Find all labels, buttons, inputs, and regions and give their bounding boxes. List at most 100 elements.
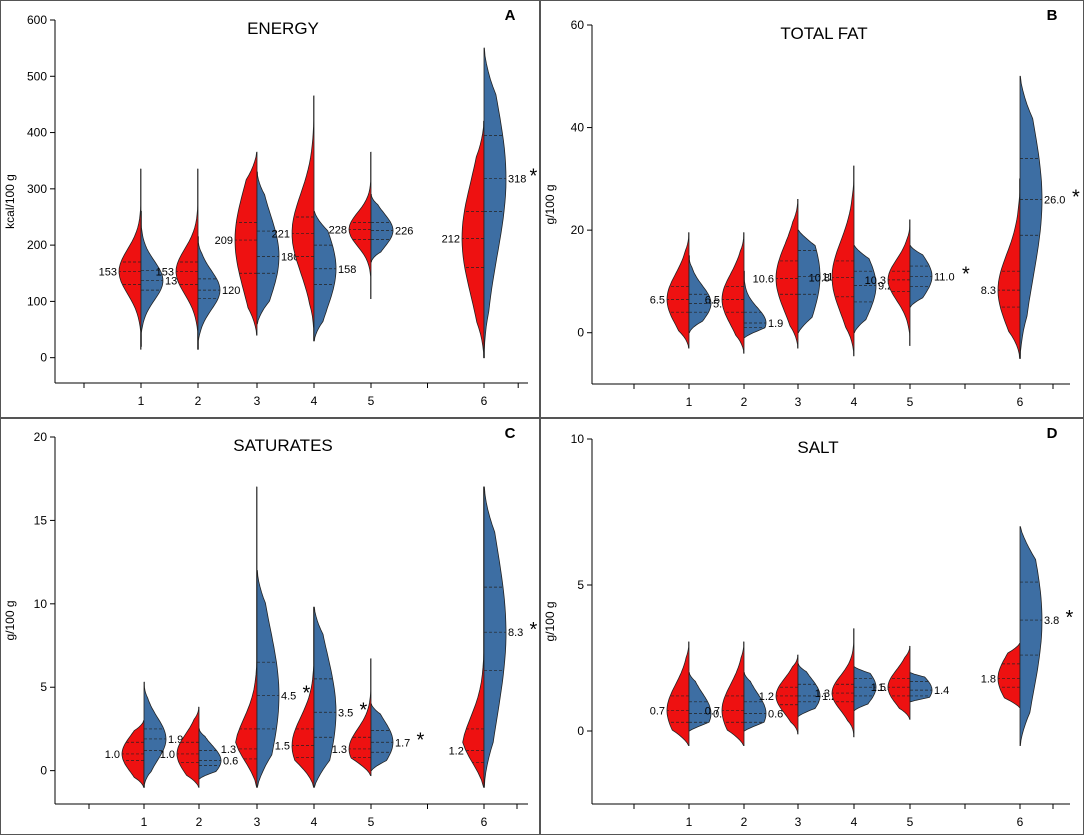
- median-label-blue: 0.6: [768, 708, 783, 720]
- violin-group-5: 228 226: [329, 151, 413, 300]
- median-label-red: 8.3: [981, 285, 996, 297]
- violin-half-blue: [197, 236, 221, 350]
- violin-half-red: [775, 198, 799, 349]
- y-tick-label: 300: [27, 182, 47, 196]
- median-label-red: 1.5: [871, 682, 886, 694]
- significance-star: *: [530, 619, 538, 641]
- y-tick-label: 10: [34, 597, 48, 611]
- median-label-red: 153: [99, 267, 117, 279]
- panel-letter: A: [505, 7, 516, 24]
- y-tick-label: 600: [27, 13, 47, 27]
- median-label-blue: 8.3: [508, 627, 523, 639]
- chart-title: ENERGY: [247, 19, 319, 38]
- median-label-blue: 1.9: [768, 318, 783, 330]
- violin-half-red: [666, 641, 690, 746]
- violin-group-2: 6.5 1.9: [705, 232, 783, 354]
- x-tick-label: 5: [907, 395, 914, 409]
- violin-half-blue: [483, 486, 507, 788]
- median-label-red: 10.6: [753, 273, 774, 285]
- chart-title: SALT: [797, 438, 838, 457]
- violin-half-red: [348, 151, 372, 300]
- median-label-blue: 120: [222, 285, 240, 297]
- median-label-red: 209: [215, 235, 233, 247]
- median-label-red: 1.2: [759, 691, 774, 703]
- violin-half-blue: [853, 245, 877, 334]
- violin-group-4: 1.5 3.5 *: [275, 606, 368, 788]
- panel-letter: C: [505, 425, 516, 442]
- significance-star: *: [1066, 607, 1074, 629]
- x-tick-label: 2: [741, 395, 748, 409]
- x-tick-label: 1: [686, 815, 693, 829]
- violin-group-5: 10.3 11.0 *: [865, 219, 970, 346]
- panel-letter: D: [1047, 425, 1058, 442]
- x-tick-label: 6: [1017, 815, 1024, 829]
- median-label-red: 1.0: [105, 749, 120, 761]
- violin-group-3: 1.3 4.5 *: [221, 486, 311, 788]
- violin-half-red: [997, 178, 1021, 359]
- violin-half-red: [887, 645, 911, 720]
- chart-A: 0 100 200 300 400 500 600 1 2 3 4 5 6 kcal/100 g ENERG…: [3, 7, 538, 408]
- median-label-red: 221: [272, 228, 290, 240]
- y-axis-label: g/100 g: [543, 184, 557, 224]
- y-axis-label: g/100 g: [543, 601, 557, 641]
- median-label-red: 1.3: [221, 744, 236, 756]
- violin-half-blue: [909, 672, 933, 703]
- x-tick-label: 2: [741, 815, 748, 829]
- y-tick-label: 500: [27, 69, 47, 83]
- median-label-red: 1.8: [981, 673, 996, 685]
- x-tick-label: 4: [851, 815, 858, 829]
- significance-star: *: [962, 263, 970, 285]
- violin-half-blue: [483, 47, 507, 359]
- violin-half-blue: [256, 570, 280, 788]
- violin-half-red: [462, 486, 485, 788]
- violin-group-4: 1.3 1.5: [815, 628, 893, 738]
- violin-group-4: 221 158: [272, 95, 356, 342]
- x-tick-label: 1: [138, 394, 145, 408]
- violin-half-red: [176, 706, 200, 788]
- panel-frame: [0, 0, 540, 418]
- x-tick-label: 3: [795, 815, 802, 829]
- y-tick-label: 5: [40, 680, 47, 694]
- median-label-red: 0.7: [650, 706, 665, 718]
- violin-half-blue: [140, 210, 164, 347]
- violin-group-1: 6.5 5.7: [650, 232, 728, 349]
- x-tick-label: 1: [686, 395, 693, 409]
- violin-half-blue: [370, 703, 394, 772]
- median-label-blue: 0.6: [223, 756, 238, 768]
- x-tick-label: 6: [481, 815, 488, 829]
- significance-star: *: [530, 166, 538, 188]
- x-tick-label: 2: [195, 394, 202, 408]
- violin-group-1: 0.7 0.6: [650, 641, 728, 746]
- median-label-red: 1.0: [160, 749, 175, 761]
- y-tick-label: 40: [571, 121, 585, 135]
- median-label-red: 1.5: [275, 741, 290, 753]
- significance-star: *: [303, 683, 311, 705]
- panel-frame: [540, 418, 1084, 835]
- panel-frame: [540, 0, 1084, 418]
- violin-half-red: [775, 654, 799, 735]
- violin-group-2: 1.0 0.6: [160, 706, 238, 788]
- violin-half-red: [721, 641, 745, 746]
- violin-group-6: 8.3 26.0 *: [981, 75, 1080, 359]
- violin-half-blue: [313, 210, 337, 342]
- violin-half-red: [831, 628, 855, 738]
- violin-half-red: [235, 486, 258, 788]
- violin-half-red: [118, 168, 142, 350]
- median-label-blue: 318: [508, 174, 526, 186]
- y-tick-label: 0: [40, 764, 47, 778]
- violin-half-blue: [143, 681, 167, 788]
- y-tick-label: 0: [577, 326, 584, 340]
- median-label-red: 1.3: [332, 744, 347, 756]
- violin-group-6: 1.8 3.8 *: [981, 526, 1074, 746]
- significance-star: *: [1072, 186, 1080, 208]
- x-tick-label: 3: [254, 394, 261, 408]
- chart-title: TOTAL FAT: [780, 24, 867, 43]
- violin-half-blue: [1019, 75, 1043, 359]
- median-label-blue: 3.8: [1044, 615, 1059, 627]
- y-tick-label: 400: [27, 126, 47, 140]
- median-label-red: 6.5: [705, 294, 720, 306]
- y-tick-label: 20: [571, 223, 585, 237]
- y-tick-label: 10: [571, 432, 585, 446]
- median-label-red: 1.3: [815, 688, 830, 700]
